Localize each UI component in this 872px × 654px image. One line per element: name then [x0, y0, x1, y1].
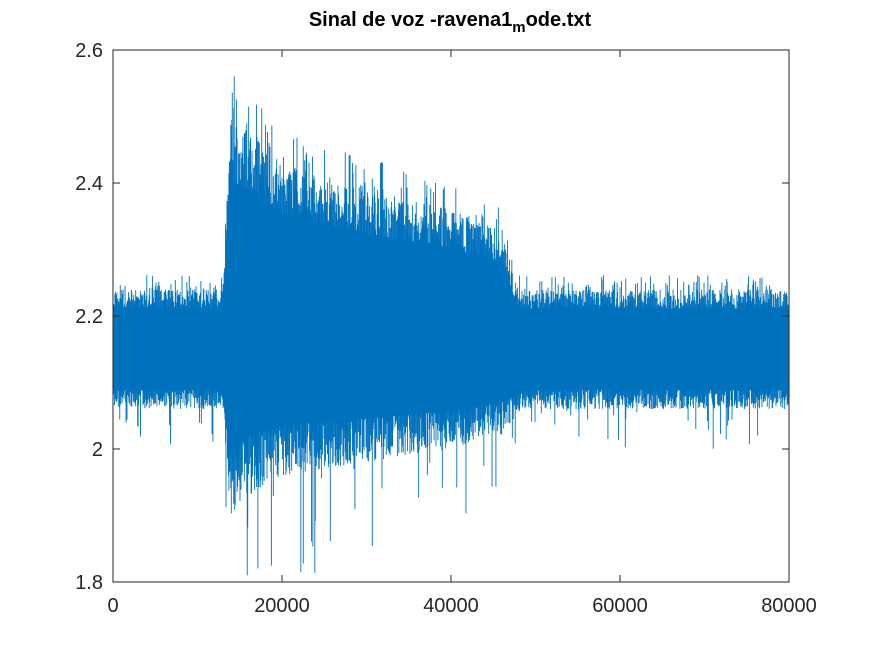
y-tick-label: 2.2 — [75, 306, 103, 328]
axes-layer: 0 20000 40000 60000 80000 1.8 2 2.2 2.4 2.6 — [75, 40, 817, 617]
title-suffix: ode.txt — [526, 9, 592, 31]
x-tick-label: 60000 — [592, 595, 648, 617]
signal-core — [113, 181, 789, 451]
x-tick-label: 20000 — [254, 595, 310, 617]
x-tick-label: 40000 — [423, 595, 479, 617]
chart-title: Sinal de voz -ravena1mode.txt — [309, 9, 592, 36]
x-tick-label: 80000 — [761, 595, 817, 617]
y-tick-label: 1.8 — [75, 572, 103, 594]
y-tick-label: 2 — [92, 439, 103, 461]
y-tick-label: 2.6 — [75, 40, 103, 62]
title-subscript: m — [512, 19, 525, 36]
y-tick-label: 2.4 — [75, 173, 103, 195]
x-tick-label: 0 — [107, 595, 118, 617]
title-main: Sinal de voz -ravena1 — [309, 9, 512, 31]
